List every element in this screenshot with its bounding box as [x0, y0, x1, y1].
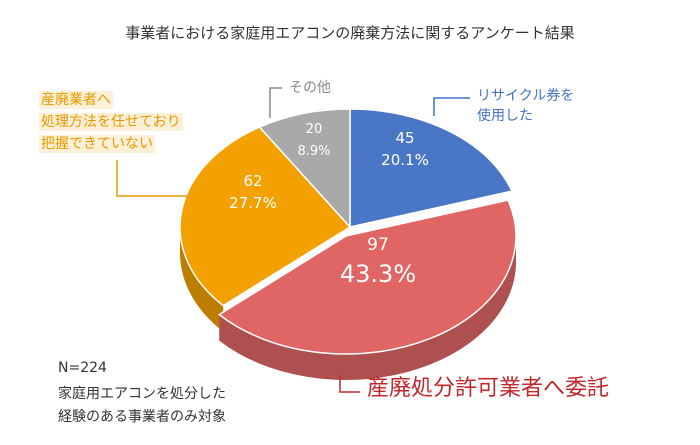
- category-label-unknown: 処理方法を任せており: [41, 114, 181, 130]
- slice-licensed: [217, 199, 517, 355]
- percent-label-unknown: 27.7%: [229, 194, 277, 212]
- chart-title: 事業者における家庭用エアコンの廃棄方法に関するアンケート結果: [125, 24, 574, 42]
- label-highlight-unknown: [39, 91, 113, 109]
- percent-label-recycle: 20.1%: [381, 151, 429, 169]
- target-note-line1: 家庭用エアコンを処分した: [58, 386, 226, 402]
- category-label-recycle: 使用した: [477, 107, 533, 124]
- category-label-licensed: 産廃処分許可業者へ委託: [367, 376, 609, 401]
- target-note-line2: 経験のある事業者のみ対象: [58, 409, 226, 425]
- leader-line-recycle: [433, 97, 470, 116]
- percent-label-other: 8.9%: [297, 144, 330, 159]
- slice-other: [258, 108, 351, 229]
- category-label-unknown: 産廃業者へ: [41, 91, 111, 108]
- leader-line-unknown: [116, 160, 190, 197]
- label-highlight-unknown: [39, 113, 183, 131]
- percent-label-licensed: 43.3%: [340, 260, 416, 288]
- category-label-recycle: リサイクル券を: [477, 88, 574, 104]
- category-label-other: その他: [289, 80, 331, 96]
- leader-line-licensed: [339, 375, 360, 393]
- slice-side-licensed: [219, 236, 516, 381]
- value-label-unknown: 62: [243, 172, 262, 190]
- slice-recycle: [349, 108, 514, 228]
- leader-line-other: [269, 87, 282, 118]
- value-label-other: 20: [306, 122, 323, 137]
- value-label-recycle: 45: [395, 129, 414, 147]
- value-label-licensed: 97: [367, 235, 389, 255]
- sample-size-note: N=224: [58, 360, 107, 376]
- slice-side-unknown: [180, 227, 224, 332]
- label-highlight-unknown: [39, 135, 155, 153]
- category-label-unknown: 把握できていない: [41, 136, 153, 152]
- slice-unknown: [179, 126, 352, 307]
